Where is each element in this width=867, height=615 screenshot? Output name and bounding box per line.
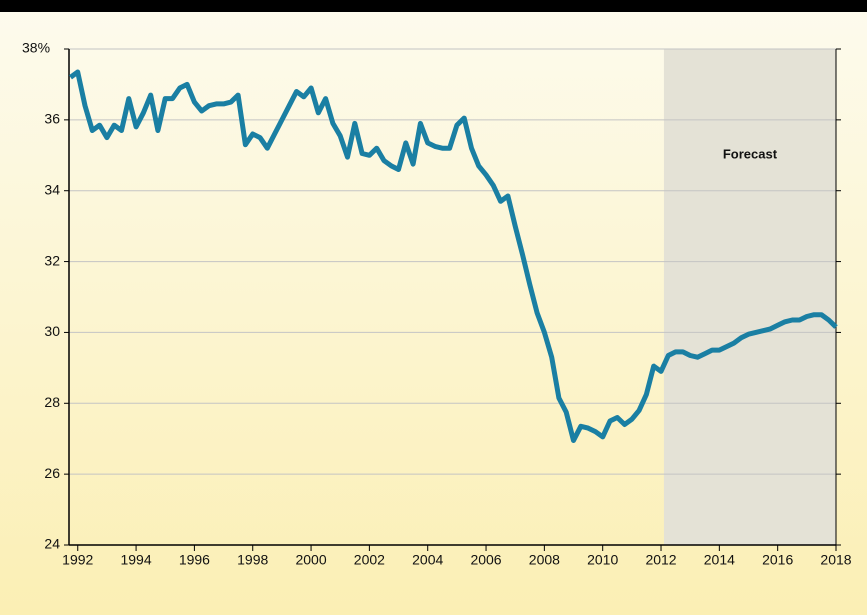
y-tick-label: 30 <box>44 323 60 339</box>
forecast-label: Forecast <box>723 146 778 161</box>
y-tick-label: 26 <box>44 465 60 481</box>
x-tick-label: 1992 <box>62 552 93 568</box>
y-tick-label: 24 <box>44 536 60 552</box>
x-tick-label: 2004 <box>412 552 443 568</box>
y-tick-label: 38% <box>22 40 50 56</box>
data-line <box>69 69 838 443</box>
x-tick-label: 2014 <box>704 552 735 568</box>
y-tick-label: 28 <box>44 394 60 410</box>
x-tick-label: 1998 <box>237 552 268 568</box>
x-tick-label: 2006 <box>470 552 501 568</box>
x-tick-label: 2010 <box>587 552 618 568</box>
x-tick-label: 2002 <box>354 552 385 568</box>
x-tick-label: 2008 <box>529 552 560 568</box>
y-tick-label: 36 <box>44 111 60 127</box>
y-tick-label: 34 <box>44 181 60 197</box>
y-tick-label: 32 <box>44 252 60 268</box>
forecast-region <box>663 49 836 545</box>
x-tick-label: 2016 <box>762 552 793 568</box>
x-tick-label: 1994 <box>120 552 151 568</box>
top-bar <box>0 0 867 12</box>
x-tick-label: 2000 <box>295 552 326 568</box>
x-tick-label: 1996 <box>179 552 210 568</box>
x-tick-label: 2018 <box>820 552 851 568</box>
x-tick-label: 2012 <box>645 552 676 568</box>
